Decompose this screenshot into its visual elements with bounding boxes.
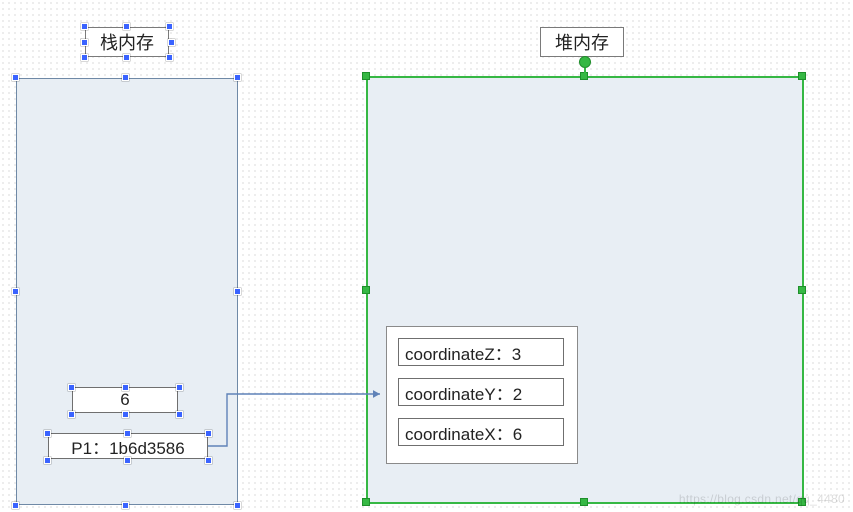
resize-handle[interactable] xyxy=(362,498,370,506)
selection-handle[interactable] xyxy=(81,39,88,46)
selection-handle[interactable] xyxy=(176,384,183,391)
selection-handle[interactable] xyxy=(205,457,212,464)
selection-handle[interactable] xyxy=(122,411,129,418)
selection-handle[interactable] xyxy=(68,384,75,391)
selection-handle[interactable] xyxy=(81,23,88,30)
resize-handle[interactable] xyxy=(798,286,806,294)
resize-handle[interactable] xyxy=(362,72,370,80)
selection-handle[interactable] xyxy=(81,54,88,61)
selection-handle[interactable] xyxy=(122,74,129,81)
rotation-handle[interactable] xyxy=(579,56,591,68)
selection-handle[interactable] xyxy=(12,288,19,295)
resize-handle[interactable] xyxy=(798,72,806,80)
selection-handle[interactable] xyxy=(168,39,175,46)
selection-handle[interactable] xyxy=(234,288,241,295)
selection-handle[interactable] xyxy=(12,502,19,509)
selection-handle[interactable] xyxy=(234,74,241,81)
selection-handle[interactable] xyxy=(124,457,131,464)
selection-handle[interactable] xyxy=(44,430,51,437)
resize-handle[interactable] xyxy=(580,498,588,506)
selection-handle[interactable] xyxy=(123,54,130,61)
selection-handle[interactable] xyxy=(123,23,130,30)
resize-handle[interactable] xyxy=(362,286,370,294)
selection-handle[interactable] xyxy=(44,457,51,464)
selection-handle[interactable] xyxy=(68,411,75,418)
selection-handle[interactable] xyxy=(234,502,241,509)
selection-handle[interactable] xyxy=(12,74,19,81)
rotation-stalk xyxy=(584,68,586,76)
selection-handle[interactable] xyxy=(122,502,129,509)
selection-handle[interactable] xyxy=(205,430,212,437)
selection-handle[interactable] xyxy=(166,54,173,61)
resize-handle[interactable] xyxy=(798,498,806,506)
selection-handle[interactable] xyxy=(122,384,129,391)
selection-handle[interactable] xyxy=(176,411,183,418)
selection-handle[interactable] xyxy=(166,23,173,30)
selection-handle[interactable] xyxy=(124,430,131,437)
